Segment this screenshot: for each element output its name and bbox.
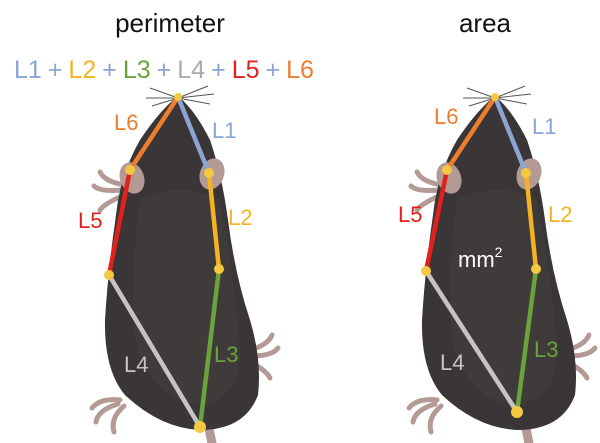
segment-l5 bbox=[423, 169, 450, 272]
label-l6: L6 bbox=[114, 110, 138, 135]
label-l5: L5 bbox=[398, 202, 422, 227]
segment-l1 bbox=[492, 96, 529, 174]
label-l1: L1 bbox=[532, 114, 556, 139]
area-unit-exponent: 2 bbox=[495, 244, 503, 260]
joint-point bbox=[125, 165, 135, 175]
formula-term-l2: L2 bbox=[68, 56, 97, 84]
label-l5: L5 bbox=[78, 208, 102, 233]
formula-plus: + bbox=[47, 56, 63, 84]
joint-point bbox=[174, 93, 182, 101]
formula-plus: + bbox=[265, 56, 281, 84]
joint-point bbox=[104, 270, 114, 280]
perimeter-title: perimeter bbox=[115, 8, 225, 38]
formula-plus: + bbox=[102, 56, 117, 84]
segment-l4 bbox=[424, 269, 519, 414]
joint-point bbox=[194, 421, 206, 433]
label-l3: L3 bbox=[534, 337, 558, 362]
label-l2: L2 bbox=[228, 205, 252, 230]
segment-l3 bbox=[197, 268, 222, 428]
segment-l2 bbox=[523, 172, 539, 270]
area-title: area bbox=[458, 8, 512, 38]
formula-term-l6: L6 bbox=[286, 56, 314, 84]
segment-l3 bbox=[514, 268, 539, 413]
perimeter-segments bbox=[104, 93, 224, 433]
formula-term-l3: L3 bbox=[122, 56, 151, 84]
area-unit-label: mm2 bbox=[458, 244, 503, 272]
joint-point bbox=[511, 406, 523, 418]
joint-point bbox=[531, 264, 541, 274]
perimeter-formula: L1 + L2 + L3 + L4 + L5 + L6 bbox=[14, 56, 344, 85]
mouse-illustration-perimeter bbox=[92, 86, 278, 443]
label-l6: L6 bbox=[434, 104, 458, 129]
formula-plus: + bbox=[211, 56, 226, 84]
segment-l5 bbox=[106, 169, 133, 276]
area-unit-base: mm bbox=[458, 247, 495, 272]
segment-l1 bbox=[175, 96, 212, 174]
label-l3: L3 bbox=[214, 342, 238, 367]
joint-point bbox=[491, 93, 499, 101]
formula-term-l1: L1 bbox=[14, 56, 42, 84]
joint-point bbox=[214, 264, 224, 274]
joint-point bbox=[204, 168, 214, 178]
formula-term-l5: L5 bbox=[231, 56, 260, 84]
joint-point bbox=[421, 266, 431, 276]
mouse-illustration-area bbox=[409, 86, 595, 443]
label-l4: L4 bbox=[124, 352, 148, 377]
joint-point bbox=[521, 168, 531, 178]
joint-point bbox=[442, 165, 452, 175]
segment-l2 bbox=[206, 172, 222, 270]
label-l2: L2 bbox=[548, 202, 572, 227]
segment-l6 bbox=[128, 95, 180, 172]
label-l1: L1 bbox=[212, 118, 236, 143]
formula-term-l4: L4 bbox=[177, 56, 206, 84]
label-l4: L4 bbox=[440, 350, 464, 375]
segment-l4 bbox=[107, 273, 202, 429]
formula-plus: + bbox=[156, 56, 172, 84]
segment-l6 bbox=[445, 95, 497, 172]
